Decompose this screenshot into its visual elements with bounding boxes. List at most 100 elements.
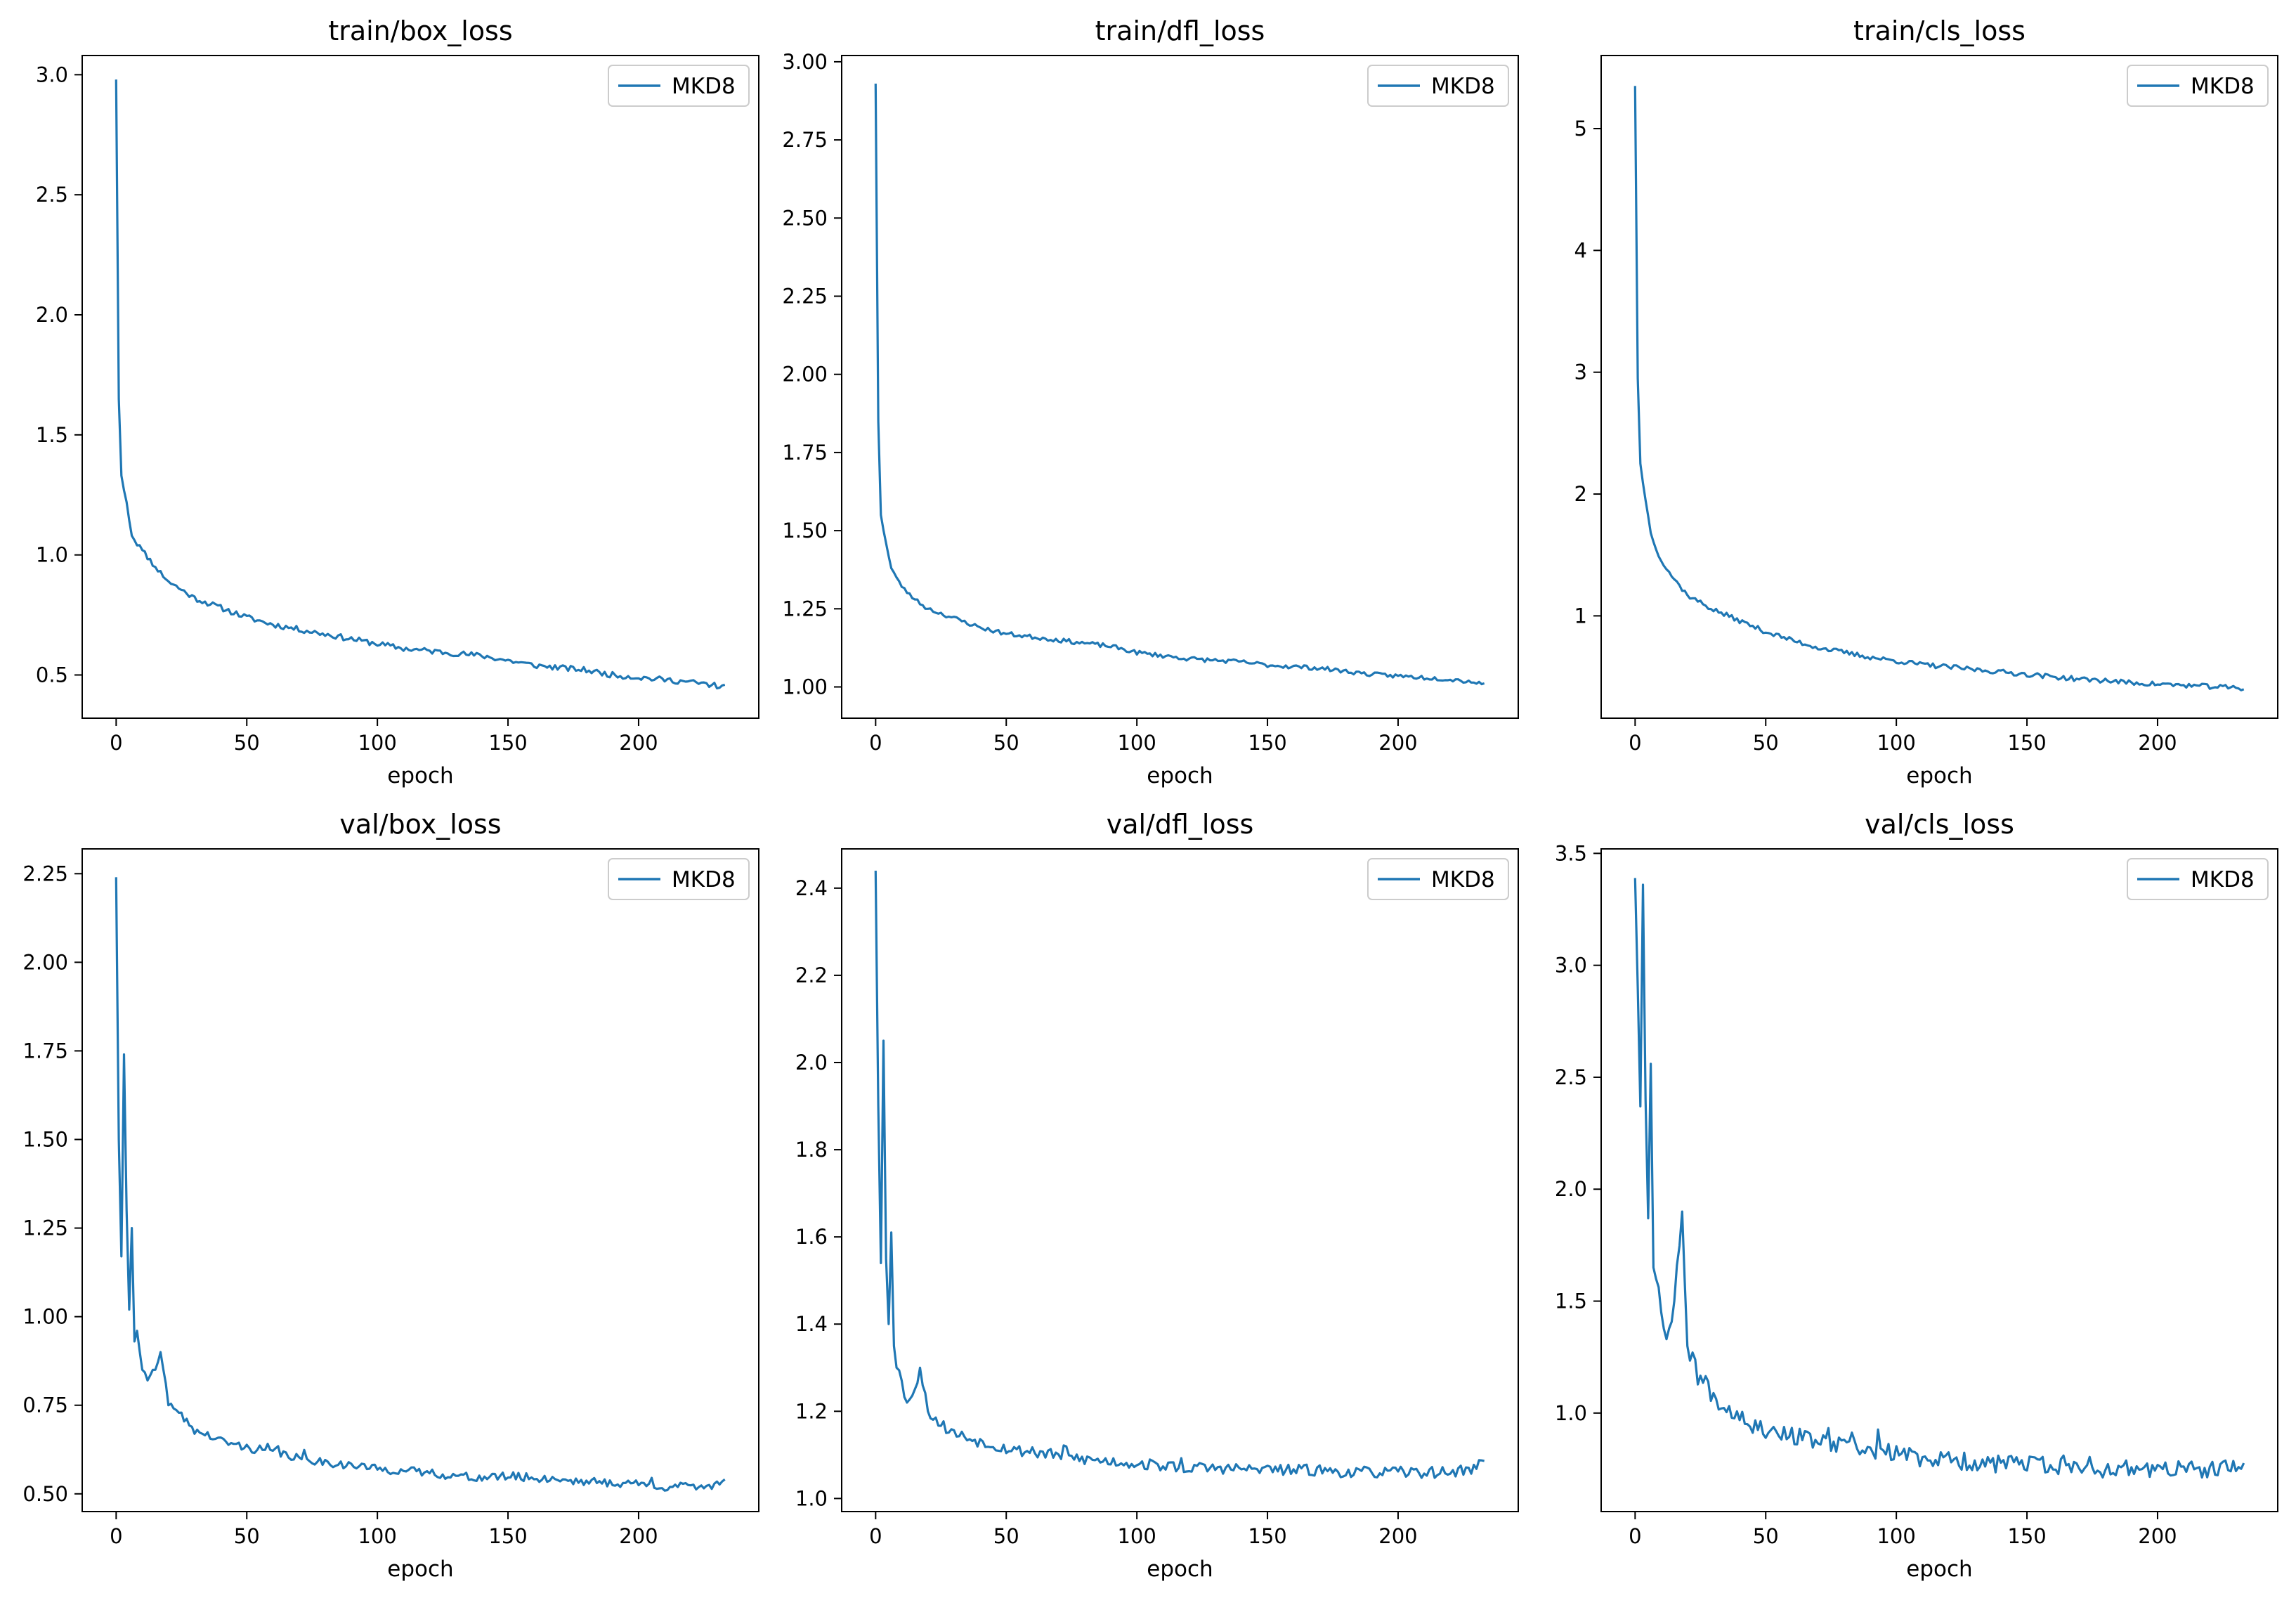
x-tick-label: 200 <box>2138 731 2177 755</box>
x-tick-label: 0 <box>110 1524 122 1548</box>
y-tick-label: 2 <box>1574 482 1587 506</box>
x-axis-label: epoch <box>1147 763 1213 788</box>
x-tick-label: 150 <box>2007 1524 2046 1548</box>
legend-label: MKD8 <box>2191 74 2255 99</box>
x-tick-label: 0 <box>869 1524 882 1548</box>
y-tick-label: 1.25 <box>782 597 828 621</box>
y-tick-label: 2.4 <box>795 876 828 900</box>
y-tick-label: 1.0 <box>1555 1401 1587 1425</box>
x-tick-label: 200 <box>619 1524 658 1548</box>
x-tick-label: 50 <box>1753 1524 1779 1548</box>
plot-frame <box>841 848 1519 1512</box>
y-tick-label: 2.0 <box>795 1051 828 1074</box>
x-tick-label: 0 <box>110 731 122 755</box>
series-line-MKD8 <box>874 83 1485 686</box>
series-line-MKD8 <box>874 870 1485 1479</box>
x-axis-label: epoch <box>387 763 453 788</box>
y-tick-label: 1.0 <box>795 1486 828 1510</box>
chart-train-dfl_loss: train/dfl_loss 0 50 100 150 200 1.00 1.25 1.50 1.… <box>782 15 1519 788</box>
chart-title: val/cls_loss <box>1865 809 2014 840</box>
y-tick-label: 1.2 <box>795 1399 828 1423</box>
plot-frame <box>1600 55 2278 719</box>
legend-box <box>608 65 750 107</box>
chart-title: train/cls_loss <box>1853 15 2026 46</box>
y-tick-label: 5 <box>1574 117 1587 141</box>
y-tick-label: 1.50 <box>22 1128 68 1152</box>
x-tick-label: 100 <box>1877 1524 1915 1548</box>
series-line-MKD8 <box>115 877 726 1492</box>
y-tick-label: 3.5 <box>1555 841 1587 865</box>
x-tick-label: 150 <box>1248 1524 1286 1548</box>
y-tick-label: 1.0 <box>36 543 68 567</box>
y-tick-label: 1.5 <box>1555 1290 1587 1313</box>
x-tick-label: 200 <box>2138 1524 2177 1548</box>
x-tick-label: 100 <box>1117 731 1156 755</box>
x-axis-label: epoch <box>387 1557 453 1582</box>
legend: MKD8 <box>2127 858 2269 900</box>
y-tick-label: 2.25 <box>22 862 68 885</box>
y-tick-label: 3.0 <box>36 63 68 86</box>
x-axis-label: epoch <box>1147 1557 1213 1582</box>
y-tick-label: 2.2 <box>795 963 828 987</box>
y-tick-label: 0.5 <box>36 663 68 687</box>
plot-frame <box>841 55 1519 719</box>
chart-train-cls_loss: train/cls_loss 0 50 100 150 200 1 2 3 4 5 epoch MKD8 <box>1574 15 2278 788</box>
y-tick-label: 3.0 <box>1555 954 1587 977</box>
chart-title: val/dfl_loss <box>1107 809 1254 840</box>
y-tick-label: 4 <box>1574 238 1587 262</box>
x-tick-label: 150 <box>2007 731 2046 755</box>
x-tick-label: 100 <box>1117 1524 1156 1548</box>
x-tick-label: 100 <box>1877 731 1915 755</box>
x-tick-label: 200 <box>1378 731 1417 755</box>
legend-label: MKD8 <box>2191 867 2255 892</box>
legend: MKD8 <box>2127 65 2269 107</box>
legend-box <box>608 858 750 900</box>
y-tick-label: 2.5 <box>1555 1065 1587 1089</box>
y-tick-label: 2.50 <box>782 206 828 230</box>
x-tick-label: 0 <box>1629 731 1641 755</box>
y-tick-label: 1.4 <box>795 1312 828 1336</box>
y-tick-label: 3.00 <box>782 50 828 74</box>
legend-label: MKD8 <box>1431 74 1495 99</box>
y-tick-label: 1.75 <box>782 441 828 465</box>
y-tick-label: 1.25 <box>22 1216 68 1240</box>
plot-frame <box>81 848 759 1512</box>
plot-frame <box>1600 848 2278 1512</box>
chart-train-box_loss: train/box_loss 0 50 100 150 200 0.5 1.0 1.5 2.0 2.… <box>36 15 759 788</box>
y-tick-label: 2.00 <box>22 950 68 974</box>
y-tick-label: 2.5 <box>36 183 68 207</box>
y-tick-label: 2.75 <box>782 128 828 152</box>
x-tick-label: 150 <box>488 1524 527 1548</box>
x-tick-label: 50 <box>234 1524 260 1548</box>
x-tick-label: 50 <box>1753 731 1779 755</box>
legend: MKD8 <box>608 858 750 900</box>
chart-title: val/box_loss <box>339 809 501 840</box>
series-line-MKD8 <box>1633 878 2245 1479</box>
legend: MKD8 <box>1367 65 1509 107</box>
x-tick-label: 200 <box>619 731 658 755</box>
chart-val-dfl_loss: val/dfl_loss 0 50 100 150 200 1.0 1.2 1.4 1.6 1.8 2… <box>795 809 1519 1582</box>
y-tick-label: 2.0 <box>36 303 68 327</box>
legend: MKD8 <box>608 65 750 107</box>
y-tick-label: 0.75 <box>22 1394 68 1417</box>
legend-label: MKD8 <box>1431 867 1495 892</box>
x-tick-label: 0 <box>1629 1524 1641 1548</box>
series-line-MKD8 <box>1633 86 2245 691</box>
y-tick-label: 0.50 <box>22 1482 68 1506</box>
y-tick-label: 2.25 <box>782 285 828 308</box>
y-tick-label: 1.50 <box>782 519 828 543</box>
x-tick-label: 50 <box>993 1524 1019 1548</box>
x-tick-label: 100 <box>358 731 396 755</box>
legend-box <box>1367 858 1509 900</box>
y-tick-label: 2.00 <box>782 363 828 386</box>
x-tick-label: 150 <box>488 731 527 755</box>
series-line-MKD8 <box>115 79 726 690</box>
y-tick-label: 2.0 <box>1555 1177 1587 1201</box>
x-axis-label: epoch <box>1906 763 1972 788</box>
chart-title: train/box_loss <box>328 15 512 46</box>
y-tick-label: 1.75 <box>22 1039 68 1063</box>
plot-frame <box>81 55 759 719</box>
legend-box <box>1367 65 1509 107</box>
chart-val-box_loss: val/box_loss 0 50 100 150 200 0.50 0.75 1.00 1.25… <box>22 809 759 1582</box>
